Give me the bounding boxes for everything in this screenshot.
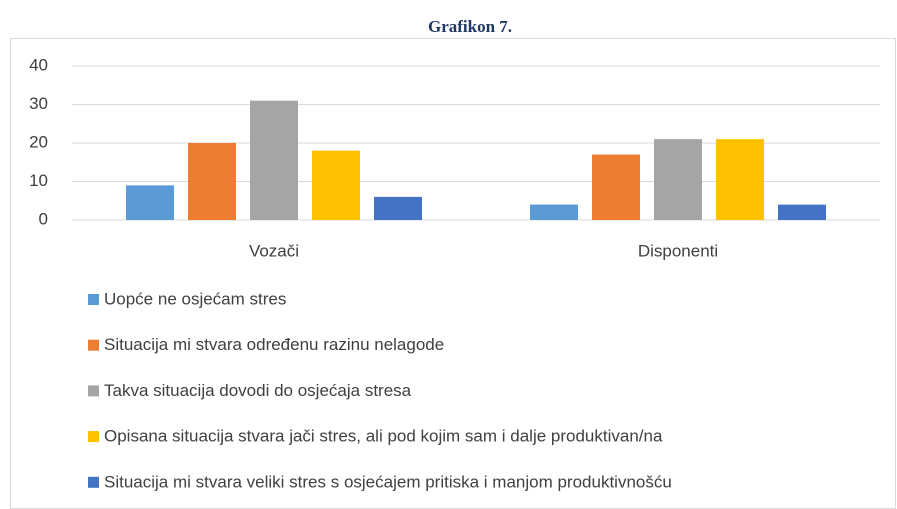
- bar: [374, 196, 422, 220]
- legend-swatch: [88, 294, 99, 305]
- y-tick-label: 40: [29, 55, 48, 74]
- bar: [126, 185, 174, 220]
- bar: [188, 143, 236, 220]
- legend-swatch: [88, 431, 99, 443]
- legend-swatch: [88, 339, 99, 351]
- bar: [592, 154, 640, 220]
- legend-swatch: [88, 385, 99, 397]
- y-tick-label: 0: [39, 209, 48, 228]
- bar: [716, 139, 764, 220]
- bar: [530, 204, 578, 220]
- bar: [778, 204, 826, 220]
- legend-swatch: [88, 476, 99, 488]
- y-tick-label: 10: [29, 171, 48, 190]
- x-tick-label: Vozači: [249, 241, 299, 260]
- bar: [654, 139, 702, 220]
- legend-label: Situacija mi stvara određenu razinu nela…: [104, 335, 444, 354]
- legend-label: Takva situacija dovodi do osjećaja stres…: [104, 381, 412, 400]
- bar: [312, 150, 360, 220]
- bar: [250, 100, 298, 220]
- y-tick-label: 20: [29, 132, 48, 151]
- legend-label: Uopće ne osjećam stres: [104, 289, 286, 308]
- legend-label: Situacija mi stvara veliki stres s osjeć…: [104, 472, 672, 491]
- chart-title: Grafikon 7.: [428, 17, 512, 36]
- legend-label: Opisana situacija stvara jači stres, ali…: [104, 427, 663, 446]
- y-tick-label: 30: [29, 94, 48, 113]
- x-tick-label: Disponenti: [638, 241, 718, 260]
